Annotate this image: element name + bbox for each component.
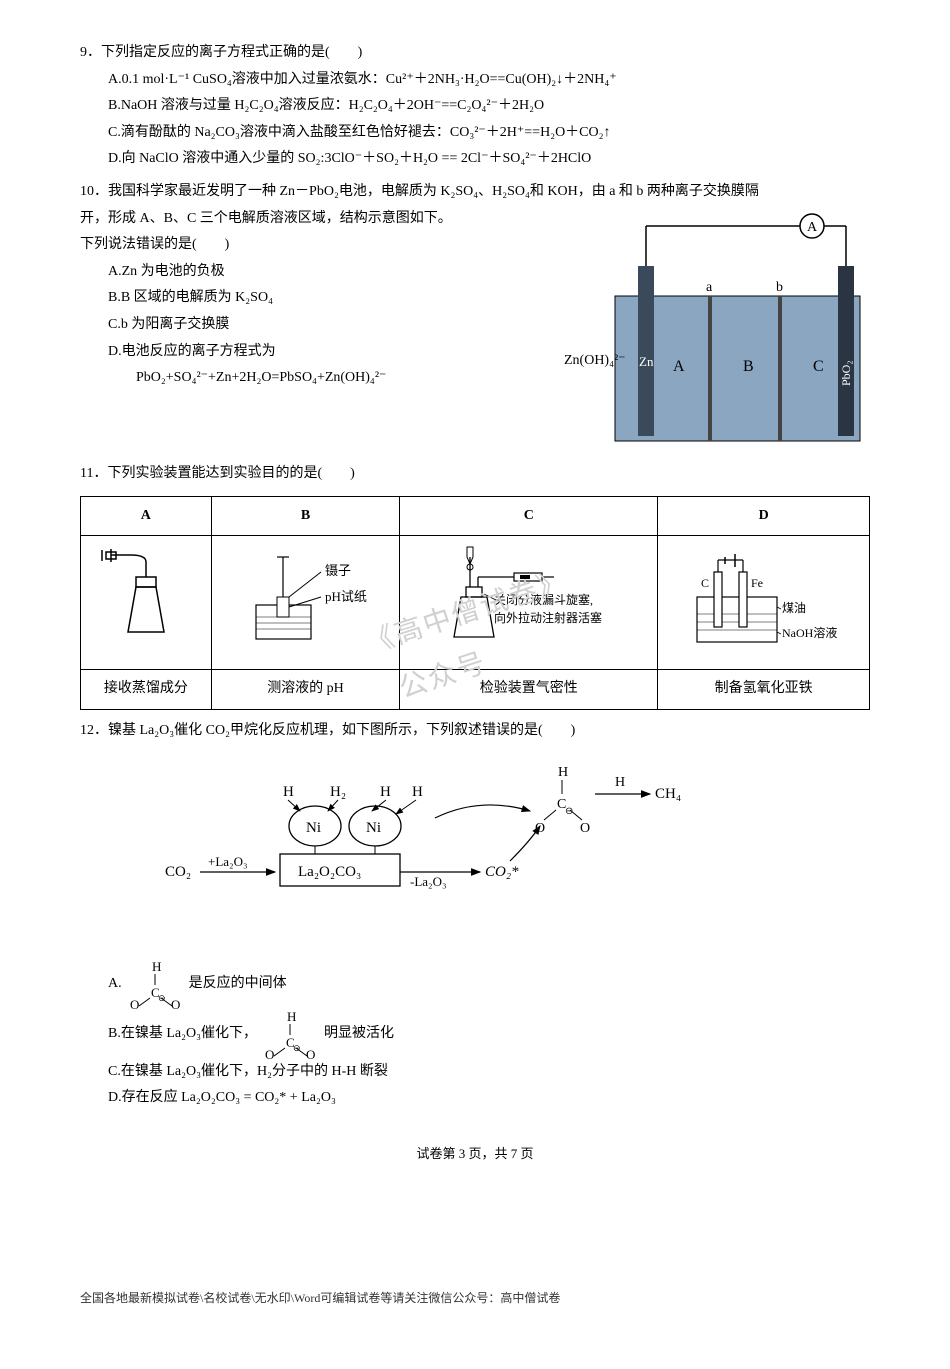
svg-text:H₂: H₂ bbox=[330, 784, 346, 800]
q10-figure: A B C a b Zn PbO₂ Zn(OH)₄²⁻ A bbox=[560, 206, 870, 462]
q11-capC: 检验装置气密性 bbox=[400, 669, 658, 709]
q11-figB: 镊子 pH试纸 bbox=[211, 536, 400, 670]
q11-capD: 制备氢氧化亚铁 bbox=[658, 669, 870, 709]
svg-text:NaOH溶液: NaOH溶液 bbox=[782, 625, 837, 640]
q9-optC: C.滴有酚酞的 Na₂CO₃溶液中滴入盐酸至红色恰好褪去：CO₃²⁻＋2H⁺==… bbox=[80, 120, 870, 147]
question-10: 10．我国科学家最近发明了一种 Zn－PbO₂电池，电解质为 K₂SO₄、H₂S… bbox=[80, 179, 870, 392]
svg-text:O: O bbox=[306, 1047, 315, 1059]
q9-stem: 9．下列指定反应的离子方程式正确的是( ) bbox=[80, 40, 870, 67]
svg-text:H: H bbox=[283, 784, 294, 800]
q11-figD: C Fe 煤油 NaOH溶液 bbox=[658, 536, 870, 670]
bottom-note: 全国各地最新模拟试卷\名校试卷\无水印\Word可编辑试卷等请关注微信公众号：高… bbox=[80, 1287, 870, 1310]
q9-optB: B.NaOH 溶液与过量 H₂C₂O₄溶液反应：H₂C₂O₄＋2OH⁻==C₂O… bbox=[80, 93, 870, 120]
question-12: 12．镍基 La₂O₃催化 CO₂甲烷化反应机理，如下图所示，下列叙述错误的是(… bbox=[80, 718, 870, 1112]
svg-text:⊖: ⊖ bbox=[565, 806, 573, 817]
q12-optC: C.在镍基 La₂O₃催化下，H₂分子中的 H-H 断裂 bbox=[80, 1059, 870, 1086]
q11-figA bbox=[81, 536, 212, 670]
svg-text:C: C bbox=[701, 576, 709, 590]
svg-text:-La₂O₃: -La₂O₃ bbox=[410, 874, 447, 889]
q11-capA: 接收蒸馏成分 bbox=[81, 669, 212, 709]
q9-optD: D.向 NaClO 溶液中通入少量的 SO₂:3ClO⁻＋SO₂＋H₂O == … bbox=[80, 146, 870, 173]
svg-text:pH试纸: pH试纸 bbox=[325, 589, 367, 604]
q12-optA-pre: A. bbox=[108, 976, 122, 991]
q12-optD: D.存在反应 La₂O₂CO₃ = CO₂* + La₂O₃ bbox=[80, 1085, 870, 1112]
question-9: 9．下列指定反应的离子方程式正确的是( ) A.0.1 mol·L⁻¹ CuSO… bbox=[80, 40, 870, 173]
svg-text:O: O bbox=[265, 1047, 274, 1059]
q11-hC: C bbox=[400, 496, 658, 536]
svg-text:H: H bbox=[412, 784, 423, 800]
svg-text:Zn: Zn bbox=[639, 354, 654, 369]
svg-text:Ni: Ni bbox=[366, 820, 381, 836]
svg-text:向外拉动注射器活塞: 向外拉动注射器活塞 bbox=[494, 610, 602, 625]
svg-text:B: B bbox=[743, 358, 754, 375]
q12-optB: B.在镍基 La₂O₃催化下， H C ⊖ O O 明显被活化 bbox=[80, 1009, 870, 1059]
q11-figC: 关闭分液漏斗旋塞, 向外拉动注射器活塞 bbox=[400, 536, 658, 670]
svg-text:b: b bbox=[776, 280, 783, 295]
svg-text:+La₂O₃: +La₂O₃ bbox=[208, 854, 248, 869]
q11-hA: A bbox=[81, 496, 212, 536]
svg-text:H: H bbox=[152, 959, 161, 974]
question-11: 11．下列实验装置能达到实验目的的是( ) A B C D bbox=[80, 461, 870, 709]
page-footer: 试卷第 3 页，共 7 页 bbox=[80, 1142, 870, 1167]
svg-text:O: O bbox=[580, 821, 590, 836]
svg-text:O: O bbox=[535, 821, 545, 836]
svg-text:O: O bbox=[130, 997, 139, 1009]
q11-hB: B bbox=[211, 496, 400, 536]
q12-optB-pre: B.在镍基 La₂O₃催化下， bbox=[108, 1026, 257, 1041]
svg-text:PbO₂: PbO₂ bbox=[839, 360, 853, 386]
q12-optA-post: 是反应的中间体 bbox=[189, 976, 287, 991]
svg-text:Zn(OH)₄²⁻: Zn(OH)₄²⁻ bbox=[564, 353, 626, 368]
svg-text:a: a bbox=[706, 280, 713, 295]
q9-optA: A.0.1 mol·L⁻¹ CuSO₄溶液中加入过量浓氨水：Cu²⁺＋2NH₃·… bbox=[80, 67, 870, 94]
q10-stem1: 10．我国科学家最近发明了一种 Zn－PbO₂电池，电解质为 K₂SO₄、H₂S… bbox=[80, 179, 870, 206]
svg-text:Fe: Fe bbox=[751, 576, 763, 590]
svg-text:O: O bbox=[171, 997, 180, 1009]
q12-optB-post: 明显被活化 bbox=[324, 1026, 394, 1041]
q12-stem: 12．镍基 La₂O₃催化 CO₂甲烷化反应机理，如下图所示，下列叙述错误的是(… bbox=[80, 718, 870, 745]
svg-text:La₂O₂CO₃: La₂O₂CO₃ bbox=[298, 864, 361, 880]
svg-text:H: H bbox=[558, 765, 568, 780]
svg-text:CO₂*: CO₂* bbox=[485, 864, 519, 880]
svg-text:A: A bbox=[807, 220, 818, 235]
svg-text:A: A bbox=[673, 358, 685, 375]
svg-text:C: C bbox=[813, 358, 824, 375]
svg-text:H: H bbox=[287, 1009, 296, 1024]
svg-text:CO₂: CO₂ bbox=[165, 864, 191, 880]
q11-table: A B C D bbox=[80, 496, 870, 710]
svg-text:H: H bbox=[380, 784, 391, 800]
svg-text:H: H bbox=[615, 775, 625, 790]
svg-text:镊子: 镊子 bbox=[325, 563, 351, 578]
q12-figure: CO₂ +La₂O₃ La₂O₂CO₃ -La₂O₃ CO₂* Ni Ni H … bbox=[140, 756, 870, 947]
q11-stem: 11．下列实验装置能达到实验目的的是( ) bbox=[80, 461, 870, 488]
q11-capB: 测溶液的 pH bbox=[211, 669, 400, 709]
svg-text:Ni: Ni bbox=[306, 820, 321, 836]
svg-text:煤油: 煤油 bbox=[782, 601, 806, 615]
svg-text:关闭分液漏斗旋塞,: 关闭分液漏斗旋塞, bbox=[494, 592, 593, 607]
q11-hD: D bbox=[658, 496, 870, 536]
q12-optA: A. H C ⊖ O O 是反应的中间体 bbox=[80, 959, 870, 1009]
svg-text:CH₄: CH₄ bbox=[655, 786, 681, 802]
